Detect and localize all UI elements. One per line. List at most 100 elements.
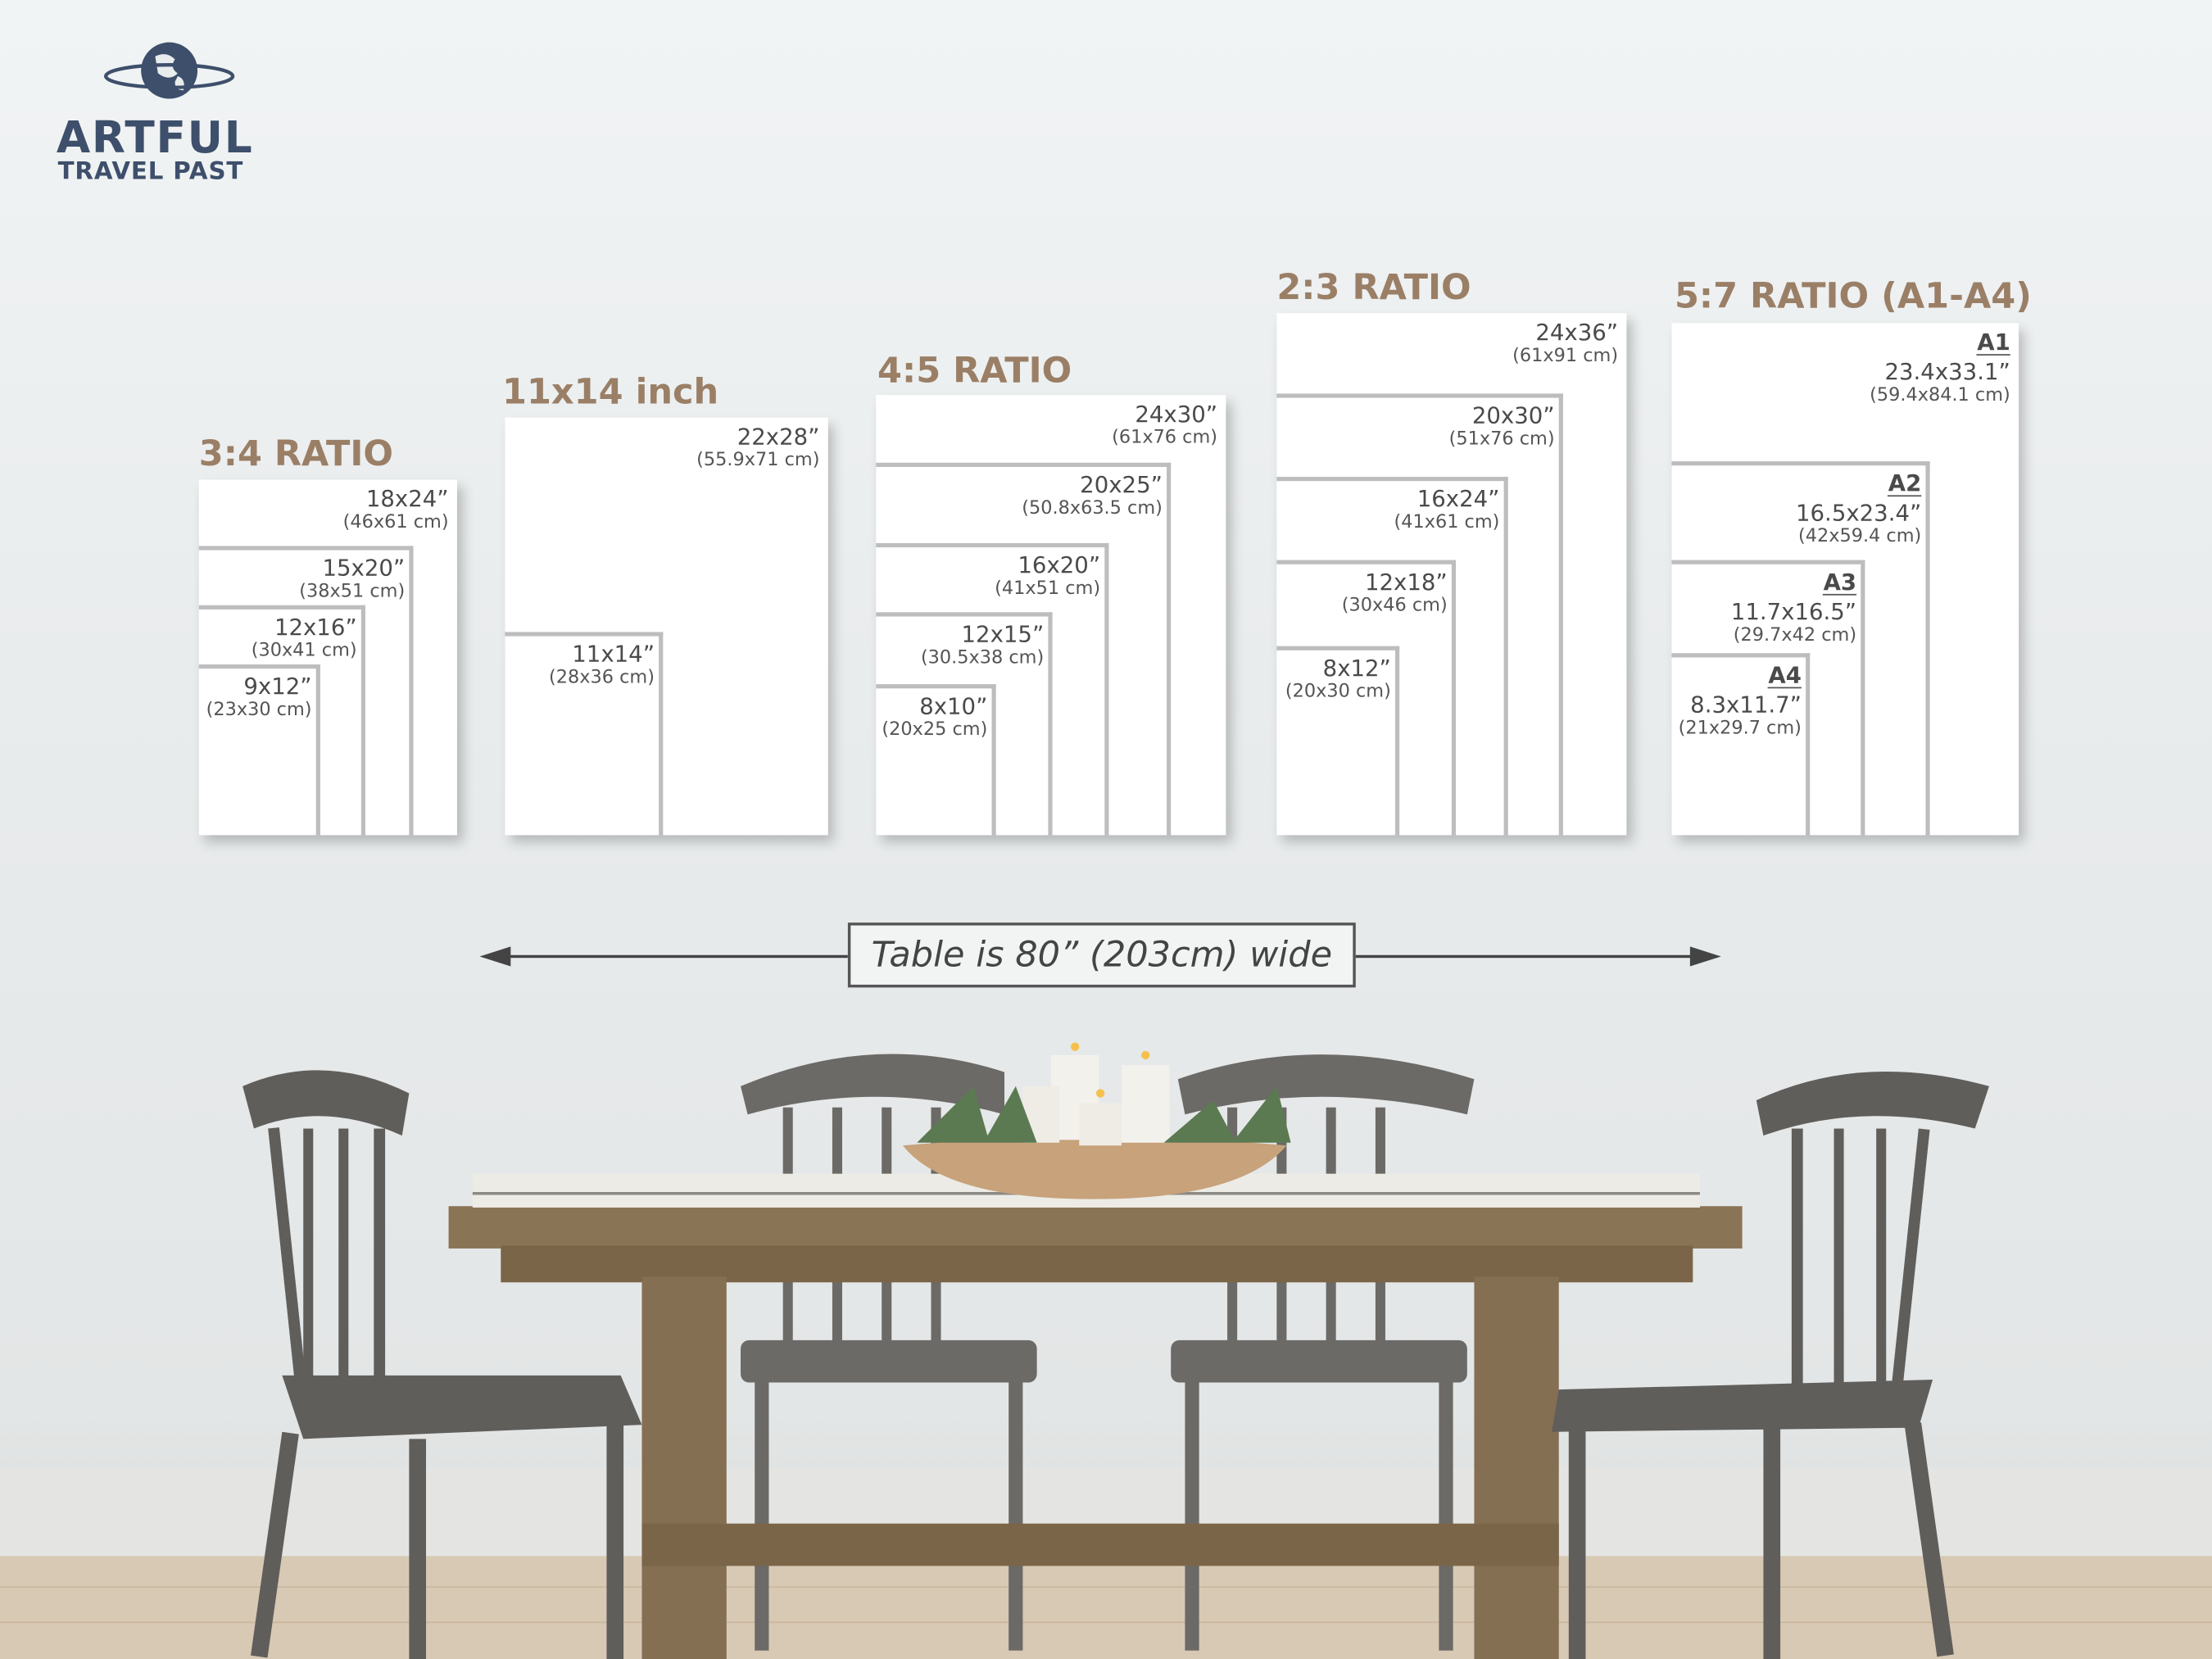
size-inches: 12x16” [274,614,357,641]
print-size-outline [876,542,1109,836]
size-centimeters: (20x30 cm) [1285,681,1391,703]
size-centimeters: (51x76 cm) [1448,428,1555,451]
print-size-outline [1276,477,1508,836]
size-centimeters: (30.5x38 cm) [920,647,1045,669]
size-centimeters: (41x61 cm) [1394,512,1500,533]
arrow-line-left [491,954,848,959]
print-size-outline [505,632,664,836]
size-inches: 22x28” [737,423,820,451]
print-size-label: 24x36” (61x91 cm) [1512,319,1619,367]
panel-title: 2:3 RATIO [1276,266,1471,308]
print-size-panel: 18x24” (46x61 cm) 15x20” (38x51 cm) 12x16” (3… [198,479,457,836]
size-centimeters: (29.7x42 cm) [1733,624,1857,646]
print-size-label: A1 23.4x33.1” (59.4x84.1 cm) [1870,331,2010,406]
chair-front-right [1552,1071,1989,1659]
print-size-label: 12x16” (30x41 cm) [252,616,357,660]
size-inches: 24x36” [1535,319,1619,346]
table-width-measure: Table is 80” (203cm) wide [479,922,1721,988]
size-inches: 12x18” [1365,568,1448,596]
print-size-label: 8x10” (20x25 cm) [882,692,988,739]
size-inches: 11.7x16.5” [1730,598,1857,625]
size-inches: 8x12” [1322,654,1391,682]
print-size-label: 20x30” (51x76 cm) [1448,404,1555,451]
print-size-label: 16x20” (41x51 cm) [995,554,1101,600]
size-centimeters: (61x76 cm) [1112,427,1218,449]
size-centimeters: (28x36 cm) [549,667,655,689]
print-size-label: 11x14” (28x36 cm) [549,640,655,689]
size-inches: 24x30” [1135,401,1218,428]
paper-size-name: A2 [1888,469,1922,497]
print-size-outline [1671,461,1930,836]
arrow-left-icon [479,946,511,967]
print-size-label: A2 16.5x23.4” (42x59.4 cm) [1796,469,1922,548]
print-size-outline [1671,560,1865,836]
size-inches: 15x20” [322,554,406,582]
print-size-label: 18x24” (46x61 cm) [342,487,449,533]
size-inches: 11x14” [572,640,655,668]
print-size-outline [1276,646,1400,836]
size-inches: 16.5x23.4” [1796,499,1922,527]
print-size-panel: A1 23.4x33.1” (59.4x84.1 cm) A2 16.5x23.4” (4… [1671,323,2019,836]
print-size-label: A3 11.7x16.5” (29.7x42 cm) [1730,568,1857,646]
paper-size-name: A3 [1823,568,1857,596]
size-inches: 8x10” [919,692,988,720]
chair-back-left [741,1054,1037,1651]
paper-size-name: A4 [1768,661,1802,689]
dining-table [448,1173,1743,1659]
size-inches: 16x24” [1416,485,1500,513]
print-size-label: 9x12” (23x30 cm) [206,675,312,721]
print-size-label: 22x28” (55.9x71 cm) [696,423,820,472]
size-inches: 8.3x11.7” [1690,691,1802,718]
print-size-outline [876,612,1053,836]
centerpiece [903,1042,1291,1199]
print-size-label: A4 8.3x11.7” (21x29.7 cm) [1679,664,1802,738]
logo-line-2: TRAVEL PAST [57,157,244,187]
print-size-label: 20x25” (50.8x63.5 cm) [1022,474,1163,518]
globe-icon [103,42,235,99]
panel-title: 5:7 RATIO (A1-A4) [1674,274,2032,316]
print-size-label: 24x30” (61x76 cm) [1112,401,1218,449]
size-centimeters: (30x46 cm) [1341,595,1448,617]
print-size-label: 16x24” (41x61 cm) [1394,485,1500,533]
size-inches: 12x15” [961,620,1045,648]
size-centimeters: (23x30 cm) [206,700,312,721]
chair-back-right [1171,1054,1475,1651]
print-size-label: 8x12” (20x30 cm) [1285,654,1391,703]
arrow-right-icon [1689,946,1721,967]
size-centimeters: (38x51 cm) [299,581,406,603]
wood-floor [0,1556,2212,1659]
size-centimeters: (41x51 cm) [995,578,1101,600]
size-inches: 23.4x33.1” [1884,358,2010,386]
size-centimeters: (55.9x71 cm) [696,450,820,472]
print-size-outline [198,546,414,836]
print-size-outline [876,462,1172,836]
size-centimeters: (59.4x84.1 cm) [1870,385,2010,406]
size-centimeters: (50.8x63.5 cm) [1022,497,1163,519]
print-size-label: 12x18” (30x46 cm) [1341,568,1448,617]
floor-boards [0,1586,2212,1624]
arrow-line-right [1353,954,1710,959]
print-size-panel: 24x36” (61x91 cm) 20x30” (51x76 cm) 16x24” (4… [1276,313,1627,836]
print-size-panel: 24x30” (61x76 cm) 20x25” (50.8x63.5 cm) 16x2… [876,395,1226,836]
size-centimeters: (46x61 cm) [342,512,449,533]
panel-title: 11x14 inch [502,370,719,412]
table-width-label: Table is 80” (203cm) wide [847,922,1356,988]
size-centimeters: (30x41 cm) [251,640,357,662]
size-centimeters: (21x29.7 cm) [1678,718,1802,740]
print-size-outline [1276,393,1563,836]
chair-front-left [243,1070,642,1659]
arrow-heads [479,946,1721,967]
size-centimeters: (61x91 cm) [1512,345,1619,367]
print-size-panel: 22x28” (55.9x71 cm) 11x14” (28x36 cm) [505,417,828,836]
print-size-outline [876,684,996,836]
print-size-outline [1276,560,1457,836]
print-size-label: 15x20” (38x51 cm) [299,554,406,603]
panel-title: 4:5 RATIO [877,350,1072,391]
print-size-outline [198,605,365,836]
panel-title: 3:4 RATIO [198,433,394,474]
logo-line-1: ARTFUL [56,112,254,164]
size-inches: 20x25” [1080,471,1163,498]
size-centimeters: (42x59.4 cm) [1797,526,1922,548]
